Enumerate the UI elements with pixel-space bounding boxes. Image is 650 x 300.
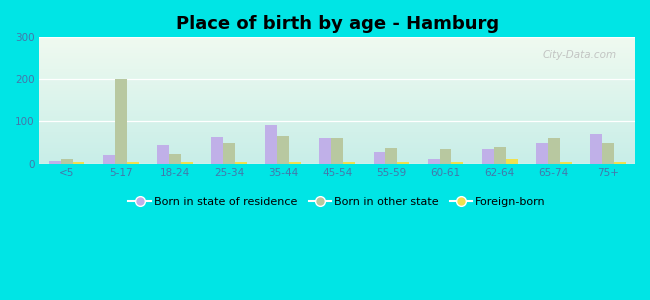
Bar — [73, 162, 84, 164]
Bar — [60, 159, 73, 164]
Bar — [277, 136, 289, 164]
Title: Place of birth by age - Hamburg: Place of birth by age - Hamburg — [176, 15, 499, 33]
Bar — [127, 162, 138, 164]
Text: City-Data.com: City-Data.com — [543, 50, 617, 60]
Bar — [49, 161, 60, 164]
Bar — [494, 147, 506, 164]
Bar — [602, 142, 614, 164]
Bar — [157, 145, 169, 164]
Bar — [439, 149, 452, 164]
Bar — [235, 162, 247, 164]
Bar — [181, 162, 192, 164]
Bar — [452, 162, 463, 164]
Bar — [397, 162, 410, 164]
Bar — [428, 159, 439, 164]
Bar — [223, 142, 235, 164]
Bar — [385, 148, 397, 164]
Bar — [265, 125, 277, 164]
Bar — [590, 134, 602, 164]
Bar — [548, 138, 560, 164]
Bar — [560, 162, 571, 164]
Bar — [211, 137, 223, 164]
Bar — [289, 162, 301, 164]
Bar — [614, 162, 626, 164]
Bar — [506, 159, 517, 164]
Bar — [482, 149, 494, 164]
Bar — [319, 138, 332, 164]
Bar — [169, 154, 181, 164]
Bar — [332, 138, 343, 164]
Bar — [115, 80, 127, 164]
Bar — [536, 143, 548, 164]
Bar — [374, 152, 385, 164]
Bar — [343, 162, 355, 164]
Legend: Born in state of residence, Born in other state, Foreign-born: Born in state of residence, Born in othe… — [124, 192, 551, 211]
Bar — [103, 155, 115, 164]
